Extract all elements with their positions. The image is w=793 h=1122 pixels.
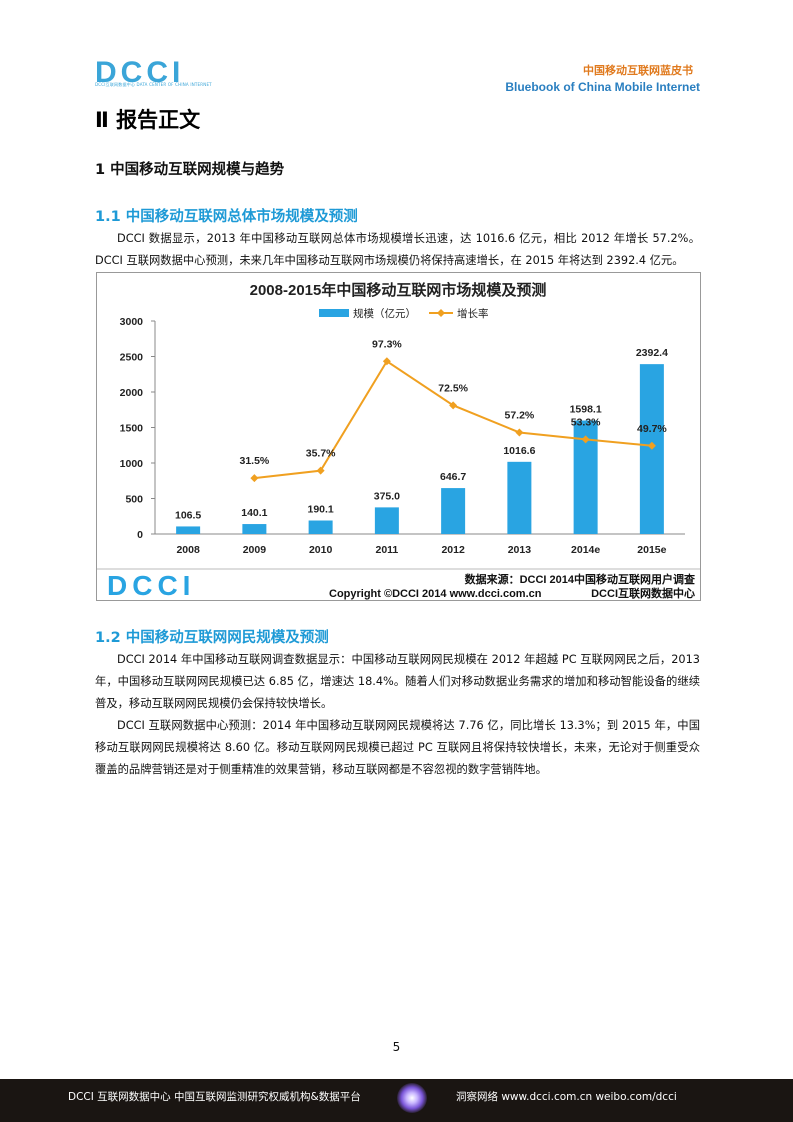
bar-value-label: 375.0 — [374, 490, 400, 502]
growth-rate-point — [316, 466, 325, 475]
x-tick-label: 2015e — [637, 544, 666, 556]
growth-rate-label: 53.3% — [571, 416, 601, 428]
growth-rate-label: 72.5% — [438, 382, 468, 394]
bar-value-label: 1016.6 — [503, 445, 535, 457]
growth-rate-label: 57.2% — [504, 409, 534, 421]
bar-value-label: 646.7 — [440, 471, 466, 483]
header-title-cn: 中国移动互联网蓝皮书 — [583, 64, 693, 77]
legend-marker-line — [437, 309, 445, 317]
chart-source: 数据来源：DCCI 2014中国移动互联网用户调查 — [465, 572, 695, 586]
footer-left-text: DCCI 互联网数据中心 中国互联网监测研究权威机构&数据平台 — [68, 1091, 361, 1103]
paragraph-text: DCCI 2014 年中国移动互联网调查数据显示：中国移动互联网网民规模在 20… — [95, 653, 700, 710]
heading-1-1: 1.1 中国移动互联网总体市场规模及预测 — [95, 209, 358, 225]
y-tick-label: 2500 — [120, 352, 144, 364]
bar-value-label: 140.1 — [241, 507, 267, 519]
growth-rate-point — [515, 428, 524, 437]
growth-rate-point — [382, 357, 391, 366]
x-tick-label: 2010 — [309, 544, 333, 556]
bar — [242, 524, 267, 534]
paragraph-1-2: DCCI 2014 年中国移动互联网调查数据显示：中国移动互联网网民规模在 20… — [95, 649, 700, 781]
y-tick-label: 0 — [137, 529, 143, 541]
growth-rate-label: 97.3% — [372, 338, 402, 350]
growth-rate-point — [581, 435, 590, 444]
bar-value-label: 190.1 — [307, 504, 333, 516]
x-tick-label: 2011 — [375, 544, 398, 556]
bar — [441, 488, 466, 534]
growth-rate-point — [449, 401, 458, 410]
y-tick-label: 1500 — [120, 423, 144, 435]
chart-copyright: Copyright ©DCCI 2014 www.dcci.com.cn — [329, 588, 542, 600]
growth-rate-point — [647, 441, 656, 450]
footer-right-text: 洞察网络 www.dcci.com.cn weibo.com/dcci — [456, 1091, 677, 1103]
x-tick-label: 2014e — [571, 544, 600, 556]
growth-rate-label: 31.5% — [239, 455, 269, 467]
bar — [308, 520, 333, 534]
x-tick-label: 2009 — [243, 544, 267, 556]
bar — [507, 461, 532, 534]
bar-value-label: 106.5 — [175, 509, 201, 521]
y-tick-label: 1000 — [120, 458, 144, 470]
logo-text: DCCI — [95, 60, 184, 89]
bar — [374, 507, 399, 534]
chart-container: 2008-2015年中国移动互联网市场规模及预测规模（亿元） 增长率 0 500 100… — [96, 272, 701, 601]
x-tick-label: 2008 — [176, 544, 200, 556]
heading-1: 1 中国移动互联网规模与趋势 — [95, 162, 285, 178]
bar-value-label: 2392.4 — [636, 347, 668, 359]
chart-org: DCCI互联网数据中心 — [591, 586, 695, 600]
page-number: 5 — [392, 1040, 401, 1054]
header-title-en: Bluebook of China Mobile Internet — [505, 80, 700, 94]
legend-label-line: 增长率 — [457, 307, 489, 320]
footer-glow-icon — [397, 1083, 427, 1113]
legend-label-bar: 规模（亿元） — [353, 307, 416, 320]
y-tick-label: 3000 — [120, 316, 144, 328]
paragraph-text: DCCI 互联网数据中心预测：2014 年中国移动互联网网民规模将达 7.76 … — [95, 719, 700, 776]
x-tick-label: 2013 — [508, 544, 532, 556]
dcci-logo: DCCI — [95, 60, 184, 89]
legend-swatch-bar — [319, 309, 349, 317]
growth-rate-label: 49.7% — [637, 423, 667, 435]
y-tick-label: 2000 — [120, 387, 144, 399]
logo-subtitle: DCCI互联网数据中心 DATA CENTER OF CHINA INTERNE… — [95, 82, 212, 87]
x-tick-label: 2012 — [441, 544, 465, 556]
heading-1-2: 1.2 中国移动互联网网民规模及预测 — [95, 630, 329, 646]
paragraph-1-1: DCCI 数据显示，2013 年中国移动互联网总体市场规模增长迅速，达 1016… — [95, 228, 700, 272]
growth-rate-point — [250, 474, 259, 483]
bar-value-label: 1598.1 — [570, 404, 602, 416]
chart-title: 2008-2015年中国移动互联网市场规模及预测 — [250, 281, 547, 299]
section-title: Ⅱ 报告正文 — [95, 108, 201, 132]
bar — [176, 526, 201, 534]
chart-footer-logo: DCCI — [107, 570, 195, 600]
footer-bar — [0, 1079, 793, 1122]
growth-rate-label: 35.7% — [306, 448, 336, 460]
y-tick-label: 500 — [125, 494, 143, 506]
paragraph-text: DCCI 数据显示，2013 年中国移动互联网总体市场规模增长迅速，达 1016… — [95, 232, 700, 267]
